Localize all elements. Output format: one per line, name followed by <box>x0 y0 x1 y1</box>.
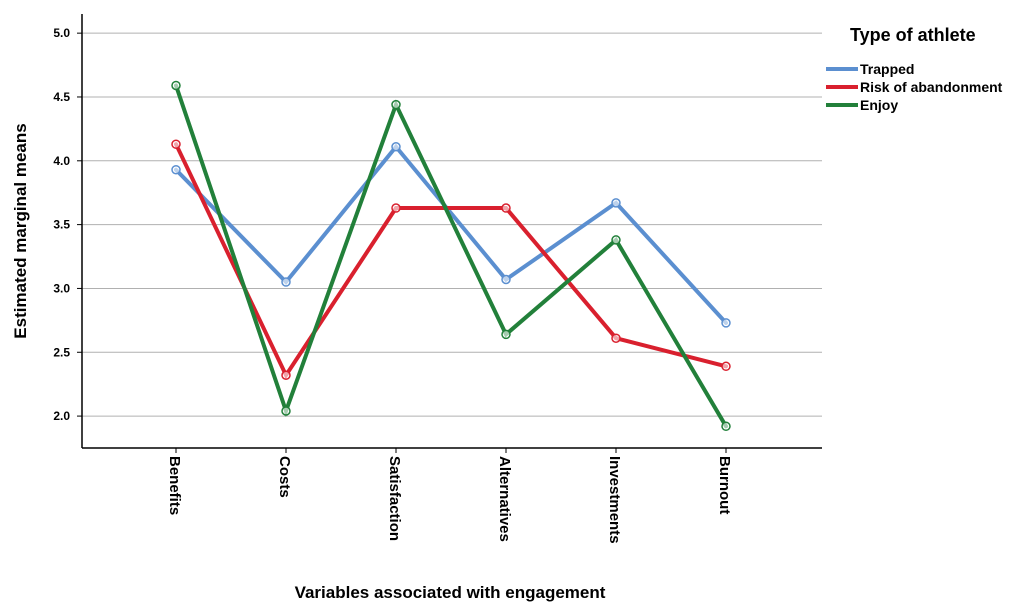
legend: Type of athlete Trapped Risk of abandonme… <box>826 25 1003 113</box>
data-point <box>391 142 401 152</box>
x-tick-label: Alternatives <box>496 456 513 542</box>
x-tick-label: Costs <box>276 456 293 498</box>
y-tick-labels: 2.0 2.5 3.0 3.5 4.0 4.5 5.0 <box>53 26 82 423</box>
series-lines <box>174 83 728 429</box>
legend-label: Enjoy <box>860 97 898 113</box>
data-point <box>721 421 731 432</box>
data-point <box>171 164 181 175</box>
data-point <box>281 370 291 380</box>
x-tick-label: Burnout <box>716 456 733 514</box>
data-point <box>171 139 181 149</box>
gridlines <box>82 32 822 417</box>
data-point <box>721 361 731 372</box>
x-tick-labels: Benefits Costs Satisfaction Alternatives Inv… <box>166 448 733 544</box>
y-tick-label: 5.0 <box>53 26 70 40</box>
series-points <box>171 80 731 432</box>
legend-title: Type of athlete <box>850 25 976 45</box>
x-axis-title: Variables associated with engagement <box>295 583 606 602</box>
y-tick-label: 4.5 <box>53 90 70 104</box>
data-point <box>171 80 181 91</box>
series-line-risk-of-abandonment <box>174 142 728 380</box>
legend-label: Trapped <box>860 61 914 77</box>
data-point <box>281 277 291 287</box>
x-tick-label: Satisfaction <box>386 456 403 541</box>
x-tick-label: Investments <box>606 456 623 544</box>
x-tick-label: Benefits <box>166 456 183 515</box>
y-tick-label: 2.0 <box>53 409 70 423</box>
series-line-trapped <box>174 143 728 325</box>
y-tick-label: 2.5 <box>53 345 70 359</box>
data-point <box>611 333 621 343</box>
series-line-enjoy <box>174 83 728 429</box>
data-point <box>501 274 511 285</box>
y-tick-label: 3.5 <box>53 218 70 232</box>
y-tick-label: 4.0 <box>53 154 70 168</box>
data-point <box>611 235 621 245</box>
axes <box>81 14 822 449</box>
data-point <box>391 99 401 110</box>
data-point <box>501 203 511 213</box>
y-axis-title: Estimated marginal means <box>11 123 30 338</box>
data-point <box>281 406 291 416</box>
legend-label: Risk of abandonment <box>860 79 1003 95</box>
data-point <box>721 318 731 328</box>
data-point <box>611 198 621 208</box>
data-point <box>501 329 511 340</box>
y-tick-label: 3.0 <box>53 281 70 295</box>
data-point <box>391 203 401 213</box>
